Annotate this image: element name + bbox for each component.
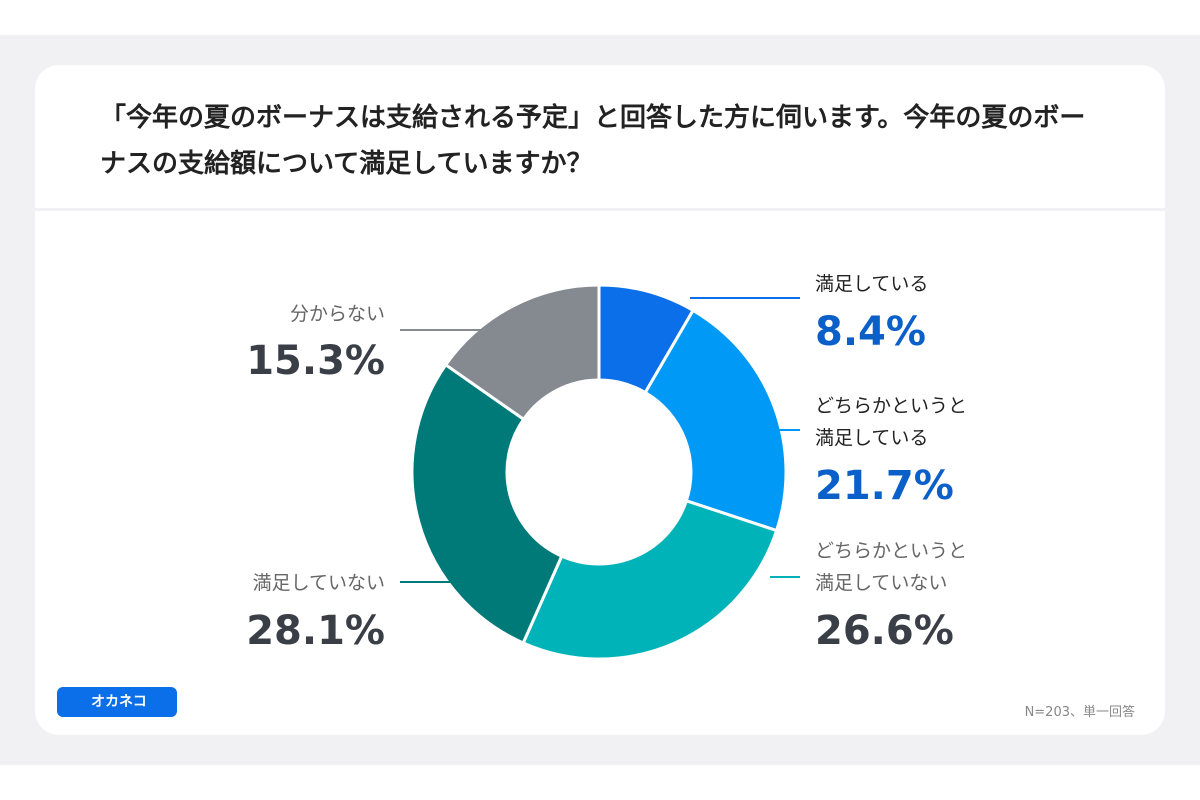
value-label: 8.4%	[815, 309, 926, 355]
value-label: 28.1%	[246, 608, 385, 654]
donut-segment	[443, 283, 601, 422]
category-label: 満足していない	[252, 572, 385, 594]
donut-segment	[643, 308, 788, 533]
card: 「今年の夏のボーナスは支給される予定」と回答した方に伺います。今年の夏のボーナス…	[35, 65, 1165, 735]
category-label: どちらかというと 満足している	[815, 395, 968, 449]
value-label: 15.3%	[246, 338, 385, 384]
donut-segment	[410, 362, 564, 645]
chart	[400, 283, 800, 661]
value-label: 21.7%	[815, 463, 954, 509]
category-label: 満足している	[815, 273, 929, 295]
category-label: 分からない	[289, 303, 385, 325]
category-label: どちらかというと 満足していない	[815, 540, 968, 594]
separator	[35, 208, 1165, 211]
donut-segment	[521, 498, 779, 661]
chart-title: 「今年の夏のボーナスは支給される予定」と回答した方に伺います。今年の夏のボーナス…	[100, 103, 1086, 179]
value-label: 26.6%	[815, 608, 954, 654]
note: N=203、単一回答	[1024, 705, 1135, 720]
logo: オカネコ	[57, 687, 177, 717]
